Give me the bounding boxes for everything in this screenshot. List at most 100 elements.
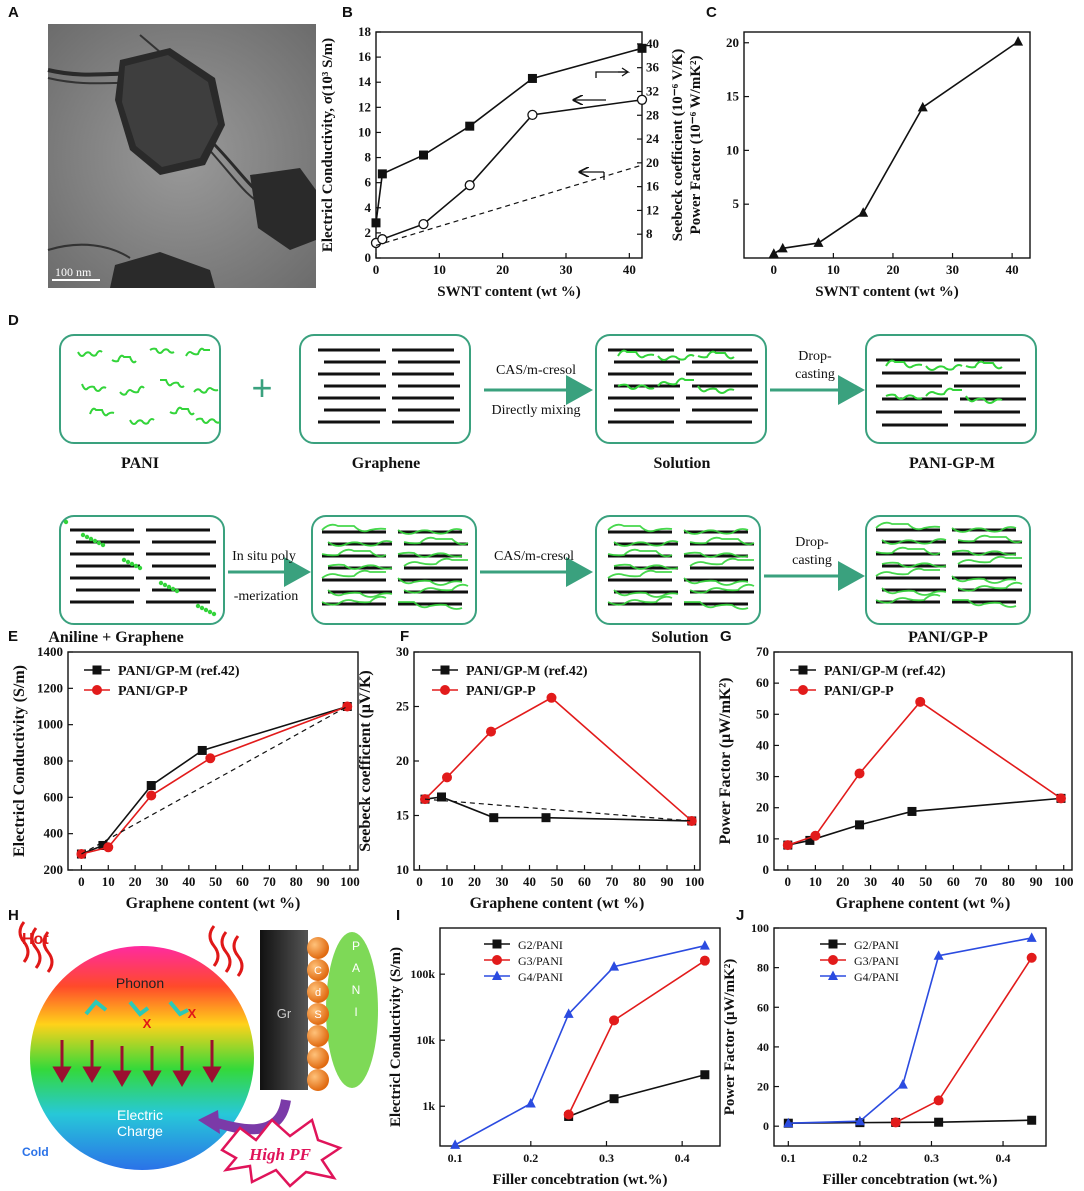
- plot-frame: [439, 927, 721, 1147]
- series-line: [567, 960, 706, 1115]
- pani-fiber: [169, 406, 195, 416]
- y-tick-label: 40: [756, 737, 769, 752]
- pani-fibers: [77, 347, 221, 425]
- y-tick-label: 2: [365, 225, 372, 240]
- legend-marker: [828, 955, 838, 965]
- pani-coating: [321, 548, 387, 558]
- data-point: [609, 961, 620, 971]
- x-tick-label: 100: [1054, 874, 1074, 889]
- label-aniline-graphene: Aniline + Graphene: [48, 629, 183, 646]
- legend-label: PANI/GP-M (ref.42): [118, 664, 240, 679]
- x-tick-label: 40: [182, 874, 195, 889]
- pani-coating: [403, 557, 468, 567]
- pani-coating: [957, 581, 1023, 592]
- x-tick-label: 40: [892, 874, 905, 889]
- aniline-dot: [203, 607, 209, 613]
- y-tick-label: 12: [358, 99, 371, 114]
- aniline-dot: [170, 586, 176, 592]
- aniline-dot: [92, 538, 98, 544]
- y-tick-label: 0: [365, 250, 372, 265]
- y-tick-label: 1000: [37, 717, 63, 732]
- pani-coating: [689, 557, 754, 567]
- data-point: [897, 1079, 908, 1089]
- data-point: [563, 1109, 574, 1120]
- aniline-dot: [63, 519, 69, 525]
- x-tick-label: 50: [919, 874, 932, 889]
- pani-coating: [607, 523, 673, 533]
- pani-coating: [881, 561, 947, 568]
- pani-coating: [321, 523, 387, 533]
- data-point: [934, 1117, 944, 1127]
- legend-marker: [828, 939, 838, 949]
- legend-marker: [440, 665, 450, 675]
- pani-coating: [397, 577, 463, 586]
- data-point: [813, 237, 824, 247]
- data-point: [858, 207, 869, 217]
- data-point: [907, 806, 917, 816]
- y-tick-label: 10: [756, 831, 769, 846]
- data-point: [442, 772, 452, 783]
- x-tick-label: 0.4: [675, 1151, 690, 1165]
- data-point: [419, 150, 428, 160]
- legend-marker: [440, 685, 450, 695]
- x-tick-label: 20: [468, 874, 481, 889]
- label-pani-gp-m: PANI-GP-M: [909, 455, 995, 472]
- panel-label-c: C: [706, 4, 717, 21]
- arrow-dropcasting-top-label2: casting: [795, 367, 835, 382]
- legend-label: PANI/GP-M (ref.42): [466, 664, 588, 679]
- pani-coating: [613, 563, 679, 570]
- panel-label-i: I: [396, 907, 400, 924]
- y-tick-label: 1k: [422, 1099, 435, 1113]
- chart-b: 0 10 20 30 400246810121416188121620242832364…: [320, 24, 686, 300]
- aniline-dot: [96, 540, 102, 546]
- pani-letter-i: I: [354, 1005, 357, 1019]
- pani-coating: [683, 551, 749, 558]
- pani-coating: [327, 563, 393, 570]
- y-tick-label: 10k: [416, 1033, 435, 1047]
- y-tick-label: 1200: [37, 680, 63, 695]
- panel-label-d: D: [8, 312, 19, 329]
- aniline-dot: [84, 534, 90, 540]
- pani-coating: [683, 528, 749, 535]
- y2-tick-label: 36: [646, 60, 660, 75]
- pani-coating: [403, 583, 469, 594]
- x-tick-label: 90: [317, 874, 330, 889]
- hot-label: Hot: [22, 931, 49, 948]
- aniline-dot: [121, 557, 127, 563]
- x-tick-label: 50: [551, 874, 564, 889]
- plot-frame: [773, 927, 1047, 1147]
- legend-label: G2/PANI: [854, 938, 899, 952]
- y-axis-label: Electricl Conductivity (S/m): [11, 665, 28, 857]
- purple-arrow: [212, 1098, 291, 1135]
- arrow-polymerization-label2: -merization: [234, 589, 299, 604]
- data-point: [933, 1095, 944, 1106]
- x-tick-label: 100: [340, 874, 360, 889]
- series-line: [773, 41, 1019, 255]
- arrow-mixing-bottom-label: Directly mixing: [491, 403, 580, 418]
- data-point: [609, 1015, 620, 1026]
- panel-label-h: H: [8, 907, 19, 924]
- panel-label-b: B: [342, 4, 353, 21]
- plus-icon: +: [251, 367, 272, 408]
- y-tick-label: 60: [756, 675, 769, 690]
- data-point: [609, 1094, 619, 1104]
- aniline-graphene-box: [59, 515, 225, 625]
- pani-coating: [683, 601, 749, 610]
- series-line: [787, 797, 1062, 846]
- y-tick-label: 8: [365, 150, 372, 165]
- pani-coating: [951, 526, 1017, 533]
- y2-tick-label: 8: [646, 226, 653, 241]
- pani-fiber: [195, 417, 221, 424]
- y2-tick-label: 40: [646, 36, 659, 51]
- aniline-dot: [207, 609, 213, 615]
- scatter-cross-icon: X: [143, 1016, 152, 1031]
- x-tick-label: 60: [236, 874, 249, 889]
- aniline-dot: [162, 582, 168, 588]
- legend-marker: [92, 685, 102, 695]
- chart-b-annotation-arrows: [574, 67, 631, 180]
- chart-j: 0.1 0.2 0.3 0.4 0 20 40 60 80 100 Filler concebtra…: [722, 921, 1047, 1188]
- pani-coating: [607, 548, 673, 558]
- y-tick-label: 20: [396, 753, 409, 768]
- aniline-dot: [137, 565, 143, 571]
